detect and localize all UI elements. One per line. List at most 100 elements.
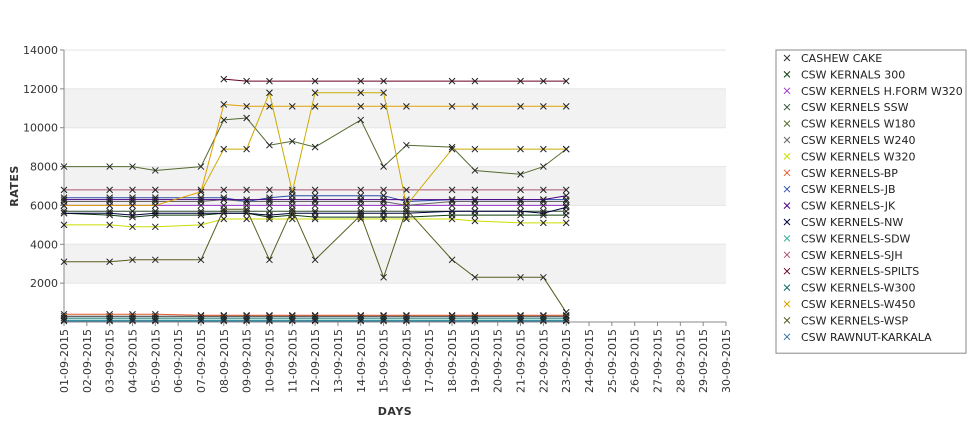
data-point [220, 75, 228, 83]
data-point [151, 202, 159, 209]
data-point [540, 317, 547, 325]
data-point [220, 145, 228, 153]
x-tick-label: 03-09-2015 [104, 329, 117, 393]
data-point [357, 102, 365, 110]
legend-marker-icon [783, 153, 791, 160]
legend-marker-icon [783, 87, 791, 95]
series-line [64, 218, 567, 228]
legend-marker-icon [783, 317, 791, 324]
legend-label: CSW KERNELS-NW [801, 216, 903, 229]
legend-item: CSW RAWNUT-KARKALA [783, 331, 932, 344]
legend-item: CSW KERNELS-WSP [783, 314, 909, 327]
series-line [64, 199, 567, 206]
data-point [448, 145, 456, 153]
data-point [380, 196, 387, 203]
legend-label: CSW KERNELS-WSP [801, 314, 909, 327]
data-point [448, 311, 456, 319]
data-point [311, 256, 319, 264]
legend-marker-icon [783, 103, 791, 111]
data-point [220, 317, 228, 325]
data-point [288, 137, 296, 145]
data-point [357, 311, 365, 319]
data-point [266, 317, 273, 325]
data-point [357, 186, 365, 194]
x-axis: 01-09-2015 02-09-2015 03-09-2015 04-09-2015… [58, 321, 733, 393]
data-point [403, 311, 410, 319]
legend-item: CSW KERNELS W180 [783, 118, 916, 131]
data-point [471, 314, 479, 322]
data-point [471, 311, 479, 319]
legend-marker-icon [783, 54, 791, 62]
legend-marker-icon [783, 300, 791, 308]
data-point [517, 196, 524, 203]
data-point [471, 145, 479, 153]
data-point [129, 314, 136, 322]
data-point [197, 317, 205, 325]
x-tick-label: 22-09-2015 [537, 329, 550, 393]
data-point [220, 314, 228, 322]
data-point [151, 186, 159, 194]
data-point [517, 219, 524, 227]
data-point [540, 186, 547, 194]
data-point [471, 217, 479, 225]
series-line [64, 103, 567, 206]
data-point [243, 77, 250, 85]
legend-item: CSW KERNELS-W450 [783, 298, 916, 311]
grid-band [64, 244, 726, 284]
legend-label: CSW KERNELS-SJH [801, 249, 903, 262]
legend-label: CSW KERNELS-W300 [801, 282, 916, 295]
legend-label: CSW KERNELS H.FORM W320 [801, 85, 963, 98]
series-13 [220, 75, 570, 85]
x-tick-label: 18-09-2015 [446, 329, 459, 393]
data-point [357, 314, 365, 322]
data-point [197, 188, 205, 196]
data-point [288, 314, 296, 322]
data-point [129, 223, 136, 231]
data-point [380, 186, 387, 194]
data-point [243, 145, 250, 153]
data-point [403, 202, 410, 209]
data-point [220, 186, 228, 194]
legend-label: CSW KERNELS W240 [801, 134, 916, 147]
data-point [517, 311, 524, 319]
data-point [311, 102, 319, 110]
series-16 [60, 205, 570, 316]
data-point [220, 205, 228, 213]
y-tick-label: 8000 [30, 161, 58, 174]
legend-marker-icon [783, 185, 791, 193]
data-point [403, 317, 410, 325]
legend-marker-icon [783, 202, 791, 209]
data-point [197, 314, 205, 322]
data-point [517, 170, 524, 178]
data-point [517, 273, 524, 281]
data-point [540, 163, 547, 170]
data-point [448, 196, 456, 203]
data-point [106, 314, 114, 322]
legend-item: CASHEW CAKE [783, 52, 882, 65]
data-point [243, 186, 250, 194]
data-point [220, 215, 228, 223]
data-point [540, 77, 547, 85]
data-point [60, 317, 68, 325]
legend-marker-icon [783, 71, 791, 78]
legend-label: CSW KERNELS W320 [801, 150, 916, 163]
x-tick-label: 13-09-2015 [332, 329, 345, 393]
data-point [151, 167, 159, 174]
data-point [106, 317, 114, 325]
data-point [129, 317, 136, 325]
data-point [448, 102, 456, 110]
y-tick-label: 10000 [23, 122, 58, 135]
data-point [471, 196, 479, 203]
data-point [106, 202, 114, 209]
data-point [562, 311, 570, 319]
legend-label: CASHEW CAKE [801, 52, 882, 65]
y-tick-label: 12000 [23, 83, 58, 96]
data-point [380, 77, 387, 85]
data-point [540, 311, 547, 319]
data-point [60, 202, 68, 209]
data-point [129, 202, 136, 209]
legend-item: CSW KERNELS-SPILTS [783, 265, 919, 278]
x-tick-label: 17-09-2015 [423, 329, 436, 393]
series-line [64, 313, 567, 316]
data-point [403, 141, 410, 149]
